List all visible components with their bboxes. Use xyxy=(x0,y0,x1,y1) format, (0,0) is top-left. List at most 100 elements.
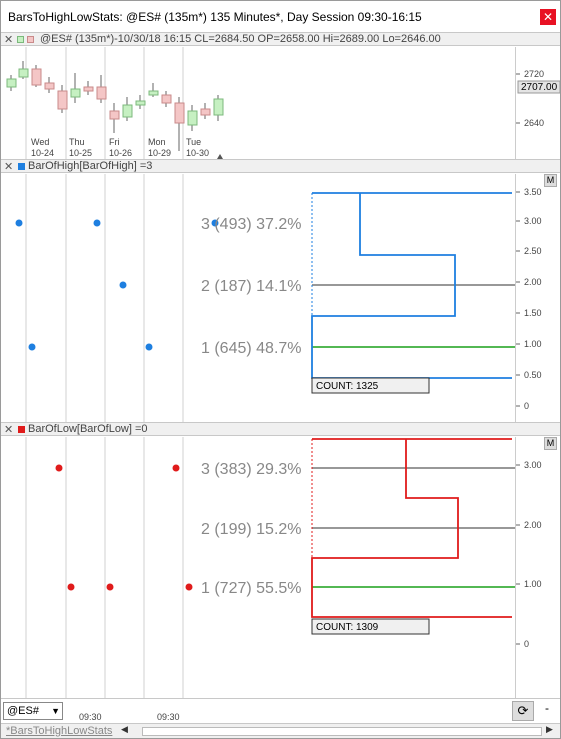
bar-marker-dot xyxy=(145,343,153,351)
bar-of-high-pane[interactable]: 3 (493) 37.2% 2 (187) 14.1% 1 (645) 48.7% C… xyxy=(1,174,515,422)
title-bar[interactable]: BarsToHighLowStats: @ES# (135m*) 135 Min… xyxy=(1,1,560,32)
stat-label: 1 (645) 48.7% xyxy=(201,340,302,357)
bar-of-low-axis-scale: 3.00 2.00 1.00 0 xyxy=(516,460,542,649)
day-label: Tue xyxy=(186,137,201,147)
axis-label: 3.00 xyxy=(524,216,542,226)
date-label: 10-26 xyxy=(109,148,132,158)
bar-marker-dot xyxy=(172,464,180,472)
refresh-icon[interactable]: ⟳ xyxy=(512,701,534,721)
series-color-icon xyxy=(18,163,25,170)
count-label: COUNT: 1309 xyxy=(316,622,379,633)
candle-body xyxy=(57,90,68,110)
candle-body xyxy=(200,108,211,116)
tab-bar: *BarsToHighLowStats ◀ ▶ xyxy=(1,723,560,738)
bar-marker-dot xyxy=(15,219,23,227)
axis-label: 1.50 xyxy=(524,308,542,318)
high-pane-header-label: BarOfHigh[BarOfHigh] =3 xyxy=(28,160,153,172)
candle-body xyxy=(83,86,94,92)
axis-label: 2720 xyxy=(524,69,544,79)
candle-body xyxy=(135,100,146,106)
up-candle-swatch-icon xyxy=(17,36,24,43)
candle-body xyxy=(109,110,120,120)
bar-marker-dot xyxy=(119,281,127,289)
price-pane[interactable]: Wed 10-24 Thu 10-25 Fri 10-26 Mon 10-29 Tue 10-30 xyxy=(1,47,515,159)
bar-marker-dot xyxy=(211,219,219,227)
close-pane-icon[interactable]: ✕ xyxy=(4,34,14,46)
day-label: Thu xyxy=(69,137,85,147)
candle-body xyxy=(148,90,159,96)
axis-label: 3.00 xyxy=(524,460,542,470)
candle-body xyxy=(96,86,107,100)
axis-label: 2.00 xyxy=(524,277,542,287)
candle-body xyxy=(70,88,81,98)
scroll-right-icon[interactable]: ▶ xyxy=(546,724,553,734)
axis-label: 0.50 xyxy=(524,370,542,380)
low-pane-header-label: BarOfLow[BarOfLow] =0 xyxy=(28,423,148,435)
candle-body xyxy=(213,98,224,116)
bar-marker-dot xyxy=(28,343,36,351)
price-pane-header-label: @ES# (135m*)-10/30/18 16:15 CL=2684.50 O… xyxy=(40,33,441,45)
stat-label: 3 (383) 29.3% xyxy=(201,461,302,478)
candle-body xyxy=(18,68,29,78)
close-pane-icon[interactable]: ✕ xyxy=(4,424,14,436)
bar-of-low-axis[interactable]: M 3.00 2.00 1.00 0 xyxy=(515,437,560,698)
window-title: BarsToHighLowStats: @ES# (135m*) 135 Min… xyxy=(8,10,422,24)
horizontal-scrollbar[interactable] xyxy=(142,727,542,736)
date-label: 10-25 xyxy=(69,148,92,158)
bar-marker-dot xyxy=(55,464,63,472)
stat-label: 3 (493) 37.2% xyxy=(201,216,302,233)
candle-body xyxy=(122,104,133,118)
axis-label: 2640 xyxy=(524,118,544,128)
day-label: Mon xyxy=(148,137,166,147)
m-button[interactable]: M xyxy=(544,174,557,187)
candle-body xyxy=(44,82,55,90)
day-label: Wed xyxy=(31,137,49,147)
axis-label: 2.50 xyxy=(524,246,542,256)
symbol-value: @ES# xyxy=(7,705,39,717)
close-icon[interactable]: ✕ xyxy=(540,9,556,25)
scroll-left-icon[interactable]: ◀ xyxy=(121,724,128,734)
last-price-label: 2707.00 xyxy=(521,82,558,93)
bar-marker-dot xyxy=(106,583,114,591)
high-pane-header: ✕ BarOfHigh[BarOfHigh] =3 xyxy=(1,159,560,173)
current-bar-marker-icon xyxy=(217,154,223,159)
bar-of-low-pane[interactable]: 3 (383) 29.3% 2 (199) 15.2% 1 (727) 55.5% C… xyxy=(1,437,515,698)
price-axis[interactable]: 2720 2640 2707.00 xyxy=(515,47,561,159)
chevron-down-icon[interactable]: ▼ xyxy=(51,706,60,716)
candle-body xyxy=(31,68,42,86)
candle-body xyxy=(6,78,17,88)
axis-label: 0 xyxy=(524,639,529,649)
series-color-icon xyxy=(18,426,25,433)
axis-label: 1.00 xyxy=(524,339,542,349)
last-price-box xyxy=(517,80,561,94)
bar-marker-dot xyxy=(185,583,193,591)
axis-label: 3.50 xyxy=(524,187,542,197)
day-label: Fri xyxy=(109,137,120,147)
date-label: 10-30 xyxy=(186,148,209,158)
axis-label: 1.00 xyxy=(524,579,542,589)
down-candle-swatch-icon xyxy=(27,36,34,43)
bar-of-high-axis-scale: 3.50 3.00 2.50 2.00 1.50 1.00 0.50 0 xyxy=(516,187,542,411)
candle-body xyxy=(174,102,185,124)
tab-barstohighlowstats[interactable]: *BarsToHighLowStats xyxy=(6,725,113,737)
m-button[interactable]: M xyxy=(544,437,557,450)
bar-marker-dot xyxy=(67,583,75,591)
minimize-axis-button[interactable]: - xyxy=(545,701,549,715)
price-axis-scale: 2720 2640 2707.00 xyxy=(516,69,561,128)
axis-label: 0 xyxy=(524,401,529,411)
stat-label: 2 (187) 14.1% xyxy=(201,278,302,295)
price-pane-header: ✕ @ES# (135m*)-10/30/18 16:15 CL=2684.50… xyxy=(1,32,560,46)
time-label: 09:30 xyxy=(157,712,180,722)
low-pane-header: ✕ BarOfLow[BarOfLow] =0 xyxy=(1,422,560,436)
symbol-select[interactable]: @ES# ▼ xyxy=(3,702,63,720)
bar-of-high-axis[interactable]: M 3.50 3.00 2.50 2.00 1.50 1.00 0.50 0 xyxy=(515,174,560,422)
close-pane-icon[interactable]: ✕ xyxy=(4,161,14,173)
count-box xyxy=(311,377,430,394)
candle-body xyxy=(161,94,172,104)
bottom-toolbar: @ES# ▼ 09:30 09:30 ⟳ - xyxy=(1,698,560,723)
bar-of-high-chart: 3 (493) 37.2% 2 (187) 14.1% 1 (645) 48.7% C… xyxy=(15,174,515,422)
axis-label: 2.00 xyxy=(524,520,542,530)
stat-label: 2 (199) 15.2% xyxy=(201,521,302,538)
